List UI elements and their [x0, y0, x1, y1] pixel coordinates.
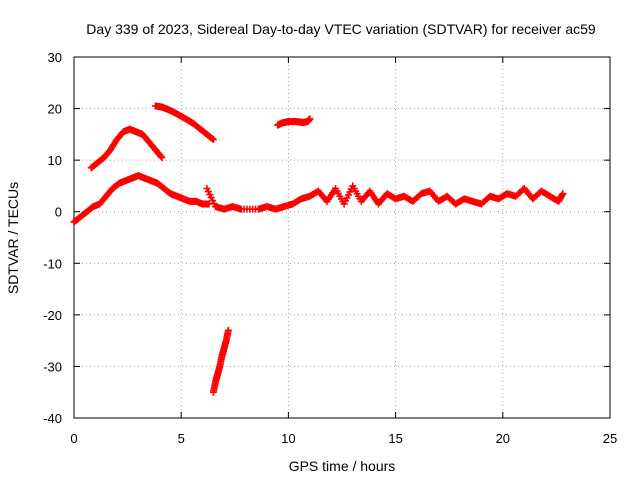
y-tick-label: 10 — [48, 153, 62, 168]
x-tick-label: 0 — [70, 431, 77, 446]
x-tick-label: 25 — [603, 431, 617, 446]
data-point — [224, 326, 232, 334]
data-point — [158, 154, 166, 162]
x-tick-label: 20 — [496, 431, 510, 446]
x-tick-label: 15 — [388, 431, 402, 446]
axis-ticks: 0 5 10 15 20 25 30 20 10 0 -10 -20 -30 -40 — [43, 50, 617, 446]
data-point — [559, 190, 567, 198]
data-point — [157, 152, 165, 160]
y-tick-label: -10 — [43, 256, 62, 271]
data-marks — [70, 102, 567, 396]
x-tick-label: 5 — [178, 431, 185, 446]
grid-layer — [74, 57, 610, 418]
data-point — [306, 115, 314, 123]
y-tick-label: -40 — [43, 411, 62, 426]
chart-title: Day 339 of 2023, Sidereal Day-to-day VTE… — [86, 21, 596, 37]
y-axis-label: SDTVAR / TECUs — [5, 182, 21, 294]
data-point — [209, 136, 217, 144]
y-tick-label: 0 — [55, 205, 62, 220]
y-tick-label: 20 — [48, 102, 62, 117]
y-tick-label: -30 — [43, 359, 62, 374]
y-tick-label: -20 — [43, 308, 62, 323]
x-tick-label: 10 — [281, 431, 295, 446]
x-axis-label: GPS time / hours — [289, 458, 396, 474]
data-point — [208, 135, 216, 143]
plot-frame — [73, 56, 611, 419]
y-tick-label: 30 — [48, 50, 62, 65]
